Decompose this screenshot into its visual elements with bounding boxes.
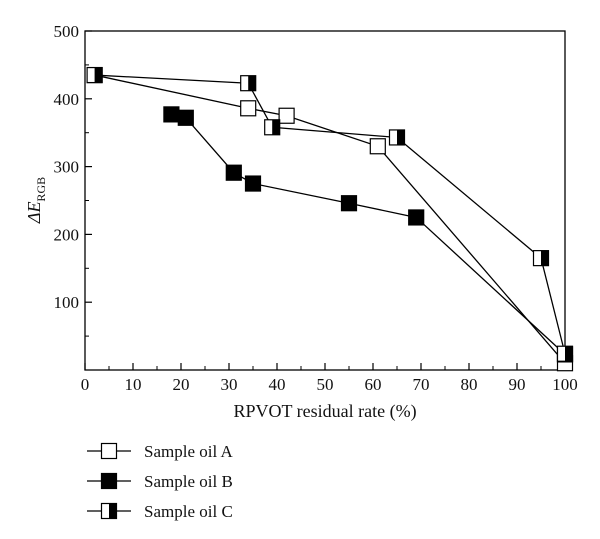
y-tick-label: 300 bbox=[54, 158, 80, 177]
legend-label: Sample oil B bbox=[144, 472, 233, 491]
legend-label: Sample oil A bbox=[144, 442, 234, 461]
data-point-sample-oil-b bbox=[177, 109, 194, 126]
x-tick-label: 20 bbox=[173, 375, 190, 394]
legend-marker bbox=[100, 442, 118, 460]
legend: Sample oil A Sample oil B Sample oil C bbox=[87, 442, 234, 521]
legend-item-sample-oil-a: Sample oil A bbox=[87, 442, 234, 461]
x-tick-label: 100 bbox=[552, 375, 578, 394]
data-point-sample-oil-b bbox=[244, 175, 262, 192]
x-tick-label: 60 bbox=[365, 375, 382, 394]
x-tick-label: 0 bbox=[81, 375, 90, 394]
legend-label: Sample oil C bbox=[144, 502, 233, 521]
x-tick-label: 80 bbox=[461, 375, 478, 394]
data-point-sample-oil-c bbox=[264, 119, 281, 136]
x-tick-label: 90 bbox=[509, 375, 526, 394]
data-point-sample-oil-c bbox=[388, 129, 406, 146]
y-tick-label: 100 bbox=[54, 293, 80, 312]
legend-marker bbox=[100, 472, 118, 490]
series-markers bbox=[86, 66, 574, 372]
data-point-sample-oil-c bbox=[86, 66, 103, 84]
data-point-sample-oil-c bbox=[556, 345, 574, 362]
x-tick-label: 40 bbox=[269, 375, 286, 394]
y-tick-label: 500 bbox=[54, 22, 80, 41]
y-axis-title-sub: RGB bbox=[34, 177, 48, 202]
plot-frame bbox=[84, 30, 566, 371]
y-axis-title-main: ΔE bbox=[24, 202, 44, 225]
series-line-sample-oil-b bbox=[171, 113, 566, 355]
x-tick-label: 50 bbox=[317, 375, 334, 394]
data-point-sample-oil-c bbox=[240, 75, 257, 92]
legend-marker bbox=[100, 502, 118, 520]
y-tick-label: 200 bbox=[54, 225, 80, 244]
x-tick-label: 10 bbox=[125, 375, 142, 394]
y-axis-title: ΔERGB bbox=[24, 177, 48, 224]
data-point-sample-oil-a bbox=[278, 107, 295, 124]
data-point-sample-oil-a bbox=[369, 138, 386, 155]
data-point-sample-oil-b bbox=[340, 195, 358, 212]
legend-item-sample-oil-b: Sample oil B bbox=[87, 472, 233, 491]
data-point-sample-oil-b bbox=[163, 106, 180, 123]
x-axis-title: RPVOT residual rate (%) bbox=[233, 401, 416, 422]
legend-item-sample-oil-c: Sample oil C bbox=[87, 502, 233, 521]
data-point-sample-oil-a bbox=[240, 100, 257, 117]
x-tick-label: 30 bbox=[221, 375, 238, 394]
tick-labels: 0 10 20 30 40 50 60 70 80 90 100 100 200 300 400 500 bbox=[54, 22, 578, 394]
axis-ticks bbox=[84, 30, 566, 370]
data-point-sample-oil-b bbox=[408, 209, 425, 226]
y-tick-label: 400 bbox=[54, 90, 80, 109]
x-tick-label: 70 bbox=[413, 375, 430, 394]
series-line-sample-oil-c bbox=[94, 74, 566, 354]
data-point-sample-oil-c bbox=[532, 250, 550, 267]
data-point-sample-oil-b bbox=[225, 164, 242, 181]
